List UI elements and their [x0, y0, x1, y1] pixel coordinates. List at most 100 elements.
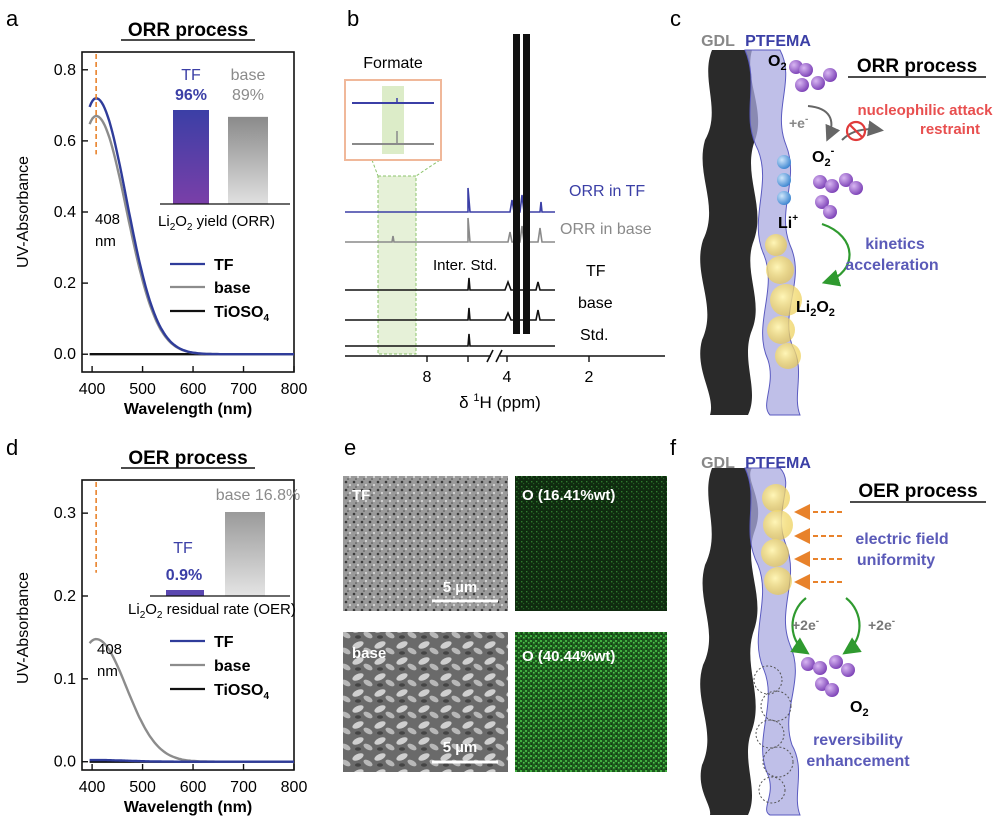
x-tick-label-700: 700 — [230, 381, 257, 398]
y-tick-label-2: 0.4 — [54, 204, 76, 221]
panel-c-title: ORR process — [857, 56, 977, 77]
ptfema-label-c: PTFEMA — [745, 33, 811, 50]
li2o2-f-3 — [761, 539, 789, 567]
o2-label-f: O2 — [850, 699, 869, 719]
superoxide-2b — [849, 181, 863, 195]
two-e-right: +2e- — [868, 616, 895, 633]
panel-f-oer-schematic: GDL PTFEMA OER process electric field un… — [700, 455, 986, 816]
kinetics-text-2: acceleration — [845, 257, 938, 274]
o2-label-c: O2 — [768, 53, 787, 73]
x-tick-label-400: 400 — [79, 779, 106, 796]
li2o2-label-c: Li2O2 — [796, 299, 835, 319]
superoxide-3b — [823, 205, 837, 219]
x-tick-label-800: 800 — [281, 779, 308, 796]
panel-label-a: a — [6, 6, 19, 31]
li2o2-deposit-5 — [765, 234, 787, 256]
panel-d-uv-chart: OER process UV-Absorbance Wavelength (nm… — [15, 448, 307, 816]
y-tick-label-1: 0.2 — [54, 275, 76, 292]
panel-a-inset-base-label: base — [231, 67, 266, 84]
gdl-layer-c — [700, 50, 759, 415]
li2o2-f-2 — [763, 510, 793, 540]
panel-a-inset-caption: Li2O2 yield (ORR) — [158, 213, 275, 233]
x-tick-label-500: 500 — [129, 779, 156, 796]
panel-d-title: OER process — [128, 448, 247, 469]
panel-a-legend-base: base — [214, 280, 251, 297]
li2o2-f-1 — [762, 484, 790, 512]
eds-map-base — [515, 632, 667, 772]
prohibited-icon-slash — [848, 123, 864, 139]
gdl-label-c: GDL — [701, 33, 735, 50]
nmr-trace-base — [345, 307, 555, 321]
o2-molecule-1b — [799, 63, 813, 77]
sem-label-tf: TF — [352, 487, 370, 504]
panel-label-e: e — [344, 435, 356, 460]
nmr-axis-break-2 — [495, 349, 503, 363]
scale-bar-label-bottom: 5 µm — [443, 739, 478, 756]
scale-bar-label-top: 5 µm — [443, 579, 478, 596]
nmr-label-std: Std. — [580, 327, 608, 344]
void-f-5 — [758, 776, 786, 804]
li2o2-deposit-2 — [770, 284, 802, 316]
panel-d-legend-base: base — [214, 658, 251, 675]
panel-e-micrographs: TF base O (16.41%wt) O (40.44%wt) 5 µm 5… — [343, 476, 667, 772]
li-ion-label-c: Li+ — [778, 213, 798, 232]
x-tick-label-800: 800 — [281, 381, 308, 398]
eds-map-tf — [515, 476, 667, 611]
panel-d-peak-label-1: 408 — [97, 641, 122, 658]
li-ion-2 — [777, 173, 791, 187]
y-tick-label-3: 0.3 — [54, 505, 76, 522]
nmr-label-internal-std: Inter. Std. — [433, 257, 497, 274]
panel-d-inset-caption: Li2O2 residual rate (OER) — [128, 601, 296, 621]
panel-a-inset-bar-tf — [173, 110, 209, 204]
nucleophilic-arrow — [841, 120, 884, 141]
gdl-layer-f — [700, 468, 759, 815]
y-tick-label-0: 0.0 — [54, 754, 76, 771]
panel-d-frame — [81, 479, 295, 771]
li2o2-deposit-4 — [775, 343, 801, 369]
superoxide-1a — [813, 175, 827, 189]
panel-label-d: d — [6, 435, 18, 460]
kinetics-arrow — [821, 222, 851, 287]
sem-label-base: base — [352, 645, 386, 662]
x-tick-label-700: 700 — [230, 779, 257, 796]
void-f-4 — [762, 746, 794, 778]
panel-f-title: OER process — [858, 481, 977, 502]
panel-d-peak-label-2: nm — [97, 663, 118, 680]
li-ion-3 — [777, 191, 791, 205]
x-tick-label-600: 600 — [180, 381, 207, 398]
panel-label-b: b — [347, 6, 359, 31]
panel-d-ylabel: UV-Absorbance — [15, 572, 32, 684]
formate-zoom-line-right — [415, 159, 441, 177]
o2-f-3b — [825, 683, 839, 697]
panel-a-peak-label-2: nm — [95, 233, 116, 250]
panel-a-xlabel: Wavelength (nm) — [124, 401, 252, 418]
ptfema-label-f: PTFEMA — [745, 455, 811, 472]
panel-a-legend-tf: TF — [214, 257, 234, 274]
nmr-label-orr-base: ORR in base — [560, 221, 652, 238]
electron-label-c: +e- — [789, 114, 808, 131]
panel-label-f: f — [670, 435, 677, 460]
nmr-solvent-peak-1 — [513, 34, 520, 334]
panel-a-inset-tf-value: 96% — [175, 87, 207, 104]
o2-f-1b — [813, 661, 827, 675]
panel-d-inset-bar-tf — [166, 590, 204, 596]
y-tick-label-4: 0.8 — [54, 62, 76, 79]
nmr-tick-label-2: 2 — [585, 369, 594, 386]
nmr-solvent-peak-2 — [523, 34, 530, 334]
reversibility-text-2: enhancement — [806, 753, 910, 770]
series-line-tf — [89, 758, 294, 763]
nmr-trace-tf — [345, 277, 555, 291]
panel-d-inset-bar-base — [225, 512, 265, 596]
panel-d-inset-base-text: base 16.8% — [216, 487, 301, 504]
field-text-1: electric field — [855, 531, 948, 548]
superoxide-2a — [839, 173, 853, 187]
panel-d-inset-tf-label: TF — [173, 540, 193, 557]
x-tick-label-400: 400 — [79, 381, 106, 398]
o2-molecule-2b — [811, 76, 825, 90]
o2-molecule-3a — [823, 68, 837, 82]
panel-d-legend-tioso4: TiOSO4 — [214, 682, 270, 702]
oer-arrow-left — [790, 597, 810, 655]
eds-label-base: O (40.44%wt) — [522, 648, 615, 665]
prohibited-icon — [845, 120, 867, 142]
formate-zoom-line-left — [371, 159, 379, 177]
